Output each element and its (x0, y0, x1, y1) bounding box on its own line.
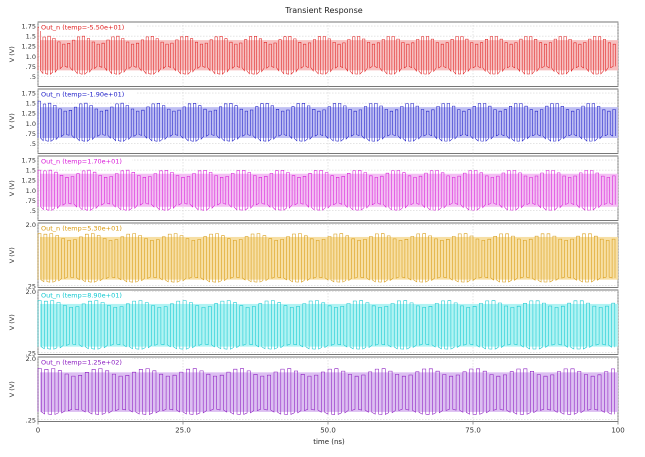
y-tick-label: 2.0 (26, 221, 36, 229)
y-tick-label: 2.0 (26, 355, 36, 363)
y-tick-label: 1.75 (22, 90, 36, 98)
y-axis-label: V (V) (8, 180, 16, 196)
panel-6: 2.0 .25 V (V) Out_n (temp=1.25e+02) (8, 355, 619, 424)
y-tick-label: 1.5 (26, 100, 36, 108)
panel-5: 2.0 .25 V (V) Out_n (temp=8.90e+01) (8, 288, 619, 357)
y-tick-label: 1.75 (22, 23, 36, 31)
x-tick-label: 0 (36, 427, 40, 435)
waveform-line (37, 100, 616, 142)
legend-box (39, 224, 133, 232)
waveform-fill (40, 173, 618, 207)
x-tick-label: 50.0 (320, 427, 336, 435)
waveform-line (37, 300, 616, 350)
y-tick-label: .25 (26, 416, 36, 424)
legend-box (39, 291, 133, 299)
y-tick-label: 1.0 (26, 120, 36, 128)
panel-3: 1.75 1.5 1.25 1.0 .75 .5 V (V) Out_n (temp=1.70… (8, 155, 619, 221)
legend-label: Out_n (temp=5.30e+01) (41, 225, 122, 233)
y-tick-label: 1.5 (26, 33, 36, 41)
y-tick-label: 1.25 (22, 43, 36, 51)
panel-4: 2.0 .25 V (V) Out_n (temp=5.30e+01) (8, 221, 619, 290)
x-tick-label: 100 (611, 427, 624, 435)
legend-label: Out_n (temp=-5.50e+01) (41, 24, 124, 32)
waveform-line (37, 169, 616, 211)
waveform-fill (40, 236, 618, 280)
legend-label: Out_n (temp=1.70e+01) (41, 158, 122, 166)
y-tick-label: 1.25 (22, 177, 36, 185)
legend-label: Out_n (temp=1.25e+02) (41, 359, 122, 367)
y-axis-label: V (V) (8, 314, 16, 330)
y-tick-label: .75 (26, 197, 36, 205)
x-axis-label: time (ns) (313, 438, 345, 446)
y-tick-label: 1.75 (22, 157, 36, 165)
y-tick-label: .75 (26, 130, 36, 138)
y-tick-label: .5 (30, 207, 36, 215)
x-axis: 0 25.0 50.0 75.0 100 (36, 421, 625, 435)
y-tick-label: 1.0 (26, 53, 36, 61)
y-tick-label: .25 (26, 282, 36, 290)
legend-label: Out_n (temp=8.90e+01) (41, 292, 122, 300)
panel-1: 1.75 1.5 1.25 1.0 .75 .5 V (V) Out_n (temp=-5.5… (8, 21, 619, 87)
y-axis-label: V (V) (8, 46, 16, 62)
legend-box (39, 23, 137, 31)
legend-box (39, 358, 133, 366)
waveform-line (37, 26, 616, 75)
panel-2: 1.75 1.5 1.25 1.0 .75 .5 V (V) Out_n (temp=-1.9… (8, 88, 619, 154)
waveform-fill (40, 303, 618, 347)
legend-box (39, 90, 137, 98)
y-axis-label: V (V) (8, 381, 16, 397)
waveform-line (37, 368, 615, 415)
y-tick-label: 2.0 (26, 288, 36, 296)
y-axis-label: V (V) (8, 113, 16, 129)
y-tick-label: 1.25 (22, 110, 36, 118)
legend-label: Out_n (temp=-1.90e+01) (41, 91, 124, 99)
y-tick-label: 1.0 (26, 187, 36, 195)
y-tick-label: .5 (30, 73, 36, 81)
panels-group: 1.75 1.5 1.25 1.0 .75 .5 V (V) Out_n (temp=-5.5… (8, 21, 619, 424)
legend-box (39, 157, 133, 165)
y-axis-label: V (V) (8, 247, 16, 263)
waveform-fill (40, 107, 618, 138)
y-tick-label: .5 (30, 140, 36, 148)
y-tick-label: .75 (26, 63, 36, 71)
y-tick-label: 1.5 (26, 167, 36, 175)
chart-title: Transient Response (284, 6, 363, 15)
waveform-line (37, 233, 616, 283)
waveform-fill (40, 372, 618, 412)
x-tick-label: 75.0 (465, 427, 481, 435)
y-tick-label: .25 (26, 349, 36, 357)
x-tick-label: 25.0 (175, 427, 191, 435)
